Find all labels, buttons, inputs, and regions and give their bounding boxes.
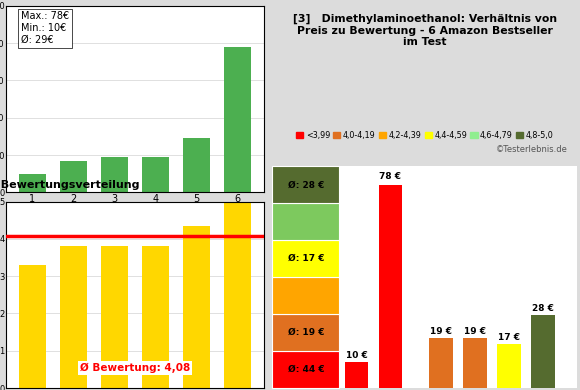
- Bar: [273, 314, 339, 351]
- Text: 19 €: 19 €: [464, 328, 486, 337]
- Text: 19 €: 19 €: [430, 328, 452, 337]
- Bar: [273, 277, 339, 314]
- Text: Ø Bewertung: 4,08: Ø Bewertung: 4,08: [80, 363, 190, 373]
- Bar: [183, 138, 210, 192]
- Text: 10 €: 10 €: [346, 351, 367, 360]
- Text: Ø: 28 €: Ø: 28 €: [288, 180, 324, 190]
- Bar: [273, 240, 339, 277]
- Text: Ø: 19 €: Ø: 19 €: [288, 328, 324, 337]
- Bar: [101, 246, 128, 388]
- Bar: [345, 362, 368, 388]
- Text: 28 €: 28 €: [532, 304, 554, 313]
- Bar: [273, 167, 339, 203]
- Bar: [224, 202, 251, 388]
- Text: [3]   Dimethylaminoethanol: Verhältnis von
Preis zu Bewertung - 6 Amazon Bestsel: [3] Dimethylaminoethanol: Verhältnis von…: [293, 14, 557, 47]
- Bar: [531, 315, 555, 388]
- Bar: [19, 174, 46, 192]
- Text: Ø: 17 €: Ø: 17 €: [288, 254, 324, 263]
- Bar: [183, 226, 210, 388]
- Text: ©Testerlebnis.de: ©Testerlebnis.de: [496, 145, 568, 154]
- Bar: [60, 161, 87, 192]
- Bar: [142, 157, 169, 192]
- Text: Ø: 44 €: Ø: 44 €: [288, 365, 324, 374]
- Bar: [497, 344, 521, 388]
- Bar: [101, 157, 128, 192]
- Bar: [379, 184, 403, 388]
- Legend: <3,99, 4,0-4,19, 4,2-4,39, 4,4-4,59, 4,6-4,79, 4,8-5,0: <3,99, 4,0-4,19, 4,2-4,39, 4,4-4,59, 4,6…: [293, 128, 557, 143]
- Bar: [463, 339, 487, 388]
- Bar: [60, 246, 87, 388]
- Bar: [224, 47, 251, 192]
- Bar: [19, 265, 46, 388]
- Bar: [142, 246, 169, 388]
- Text: 78 €: 78 €: [379, 172, 401, 181]
- Text: [1]  Bewertungsverteilung: [1] Bewertungsverteilung: [0, 180, 139, 190]
- Bar: [273, 351, 339, 388]
- Text: 17 €: 17 €: [498, 333, 520, 342]
- Bar: [429, 339, 453, 388]
- Text: Max.: 78€
Min.: 10€
Ø: 29€: Max.: 78€ Min.: 10€ Ø: 29€: [21, 11, 70, 44]
- Bar: [273, 203, 339, 240]
